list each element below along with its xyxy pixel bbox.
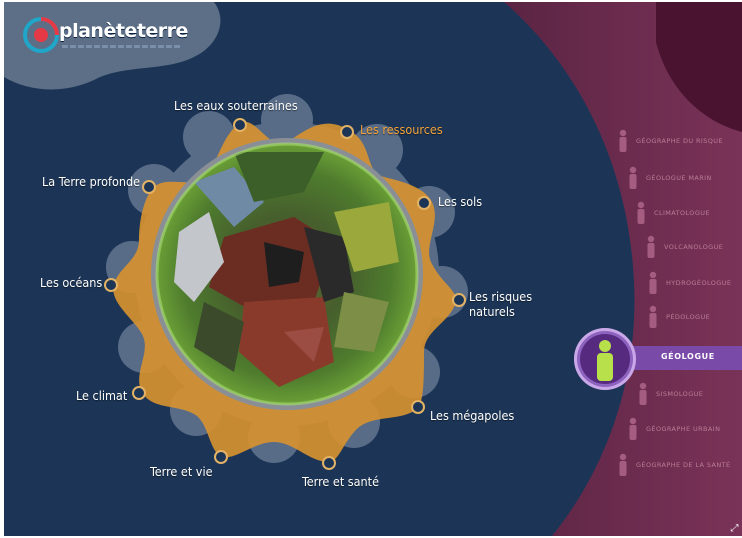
person-icon (648, 271, 658, 295)
theme-eaux-souterraines[interactable]: Les eaux souterraines (174, 98, 298, 113)
site-logo[interactable]: planèteterre (22, 12, 192, 62)
person-icon (638, 382, 648, 406)
selected-profession-badge-inner (580, 334, 630, 384)
profession-label: GÉOGRAPHE DU RISQUE (636, 137, 723, 145)
theme-risques-naturels[interactable]: Les risques naturels (469, 289, 541, 319)
profession-label: GÉOGRAPHE URBAIN (646, 425, 720, 433)
profession-label: CLIMATOLOGUE (654, 209, 710, 217)
profession-label: HYDROGÉOLOGUE (666, 279, 731, 287)
theme-terre-et-vie[interactable]: Terre et vie (150, 464, 213, 479)
theme-terre-et-sante[interactable]: Terre et santé (302, 474, 379, 489)
theme-terre-profonde[interactable]: La Terre profonde (42, 174, 140, 189)
person-icon (618, 129, 628, 153)
theme-les-oceans[interactable]: Les océans (40, 275, 102, 290)
theme-sols[interactable]: Les sols (438, 194, 482, 209)
profession-item[interactable]: GÉOLOGUE MARIN (628, 165, 712, 191)
person-icon (636, 201, 646, 225)
profession-item[interactable]: HYDROGÉOLOGUE (648, 270, 731, 296)
selected-profession-badge[interactable] (574, 328, 636, 390)
profession-item[interactable]: SISMOLOGUE (638, 381, 703, 407)
profession-label: GÉOLOGUE MARIN (646, 174, 712, 182)
person-icon (618, 453, 628, 477)
profession-item[interactable]: GÉOGRAPHE DU RISQUE (618, 128, 723, 154)
profession-label: PÉDOLOGUE (666, 313, 710, 321)
person-icon (628, 417, 638, 441)
profession-item[interactable]: VOLCANOLOGUE (646, 234, 723, 260)
app-stage: planèteterre Les eaux souterraines Les r… (4, 2, 742, 536)
theme-megapoles[interactable]: Les mégapoles (430, 408, 514, 423)
planet-logo-icon (22, 16, 60, 54)
theme-ressources[interactable]: Les ressources (360, 122, 443, 137)
person-icon (646, 235, 656, 259)
person-icon (628, 166, 638, 190)
profession-label: VOLCANOLOGUE (664, 243, 723, 251)
theme-le-climat[interactable]: Le climat (76, 388, 127, 403)
profession-item[interactable]: GÉOGRAPHE DE LA SANTÉ (618, 452, 730, 478)
profession-item[interactable]: PÉDOLOGUE (648, 304, 710, 330)
profession-label: SISMOLOGUE (656, 390, 703, 398)
logo-text: planèteterre (59, 20, 188, 42)
person-icon (648, 305, 658, 329)
person-icon (580, 334, 630, 384)
fullscreen-icon[interactable]: ⤢ (729, 523, 740, 534)
selected-profession-bar[interactable]: GÉOLOGUE (629, 346, 742, 370)
logo-tagline-bar (62, 45, 182, 48)
selected-profession-label: GÉOLOGUE (661, 352, 715, 361)
profession-label: GÉOGRAPHE DE LA SANTÉ (636, 461, 730, 469)
profession-item[interactable]: CLIMATOLOGUE (636, 200, 710, 226)
profession-item[interactable]: GÉOGRAPHE URBAIN (628, 416, 720, 442)
